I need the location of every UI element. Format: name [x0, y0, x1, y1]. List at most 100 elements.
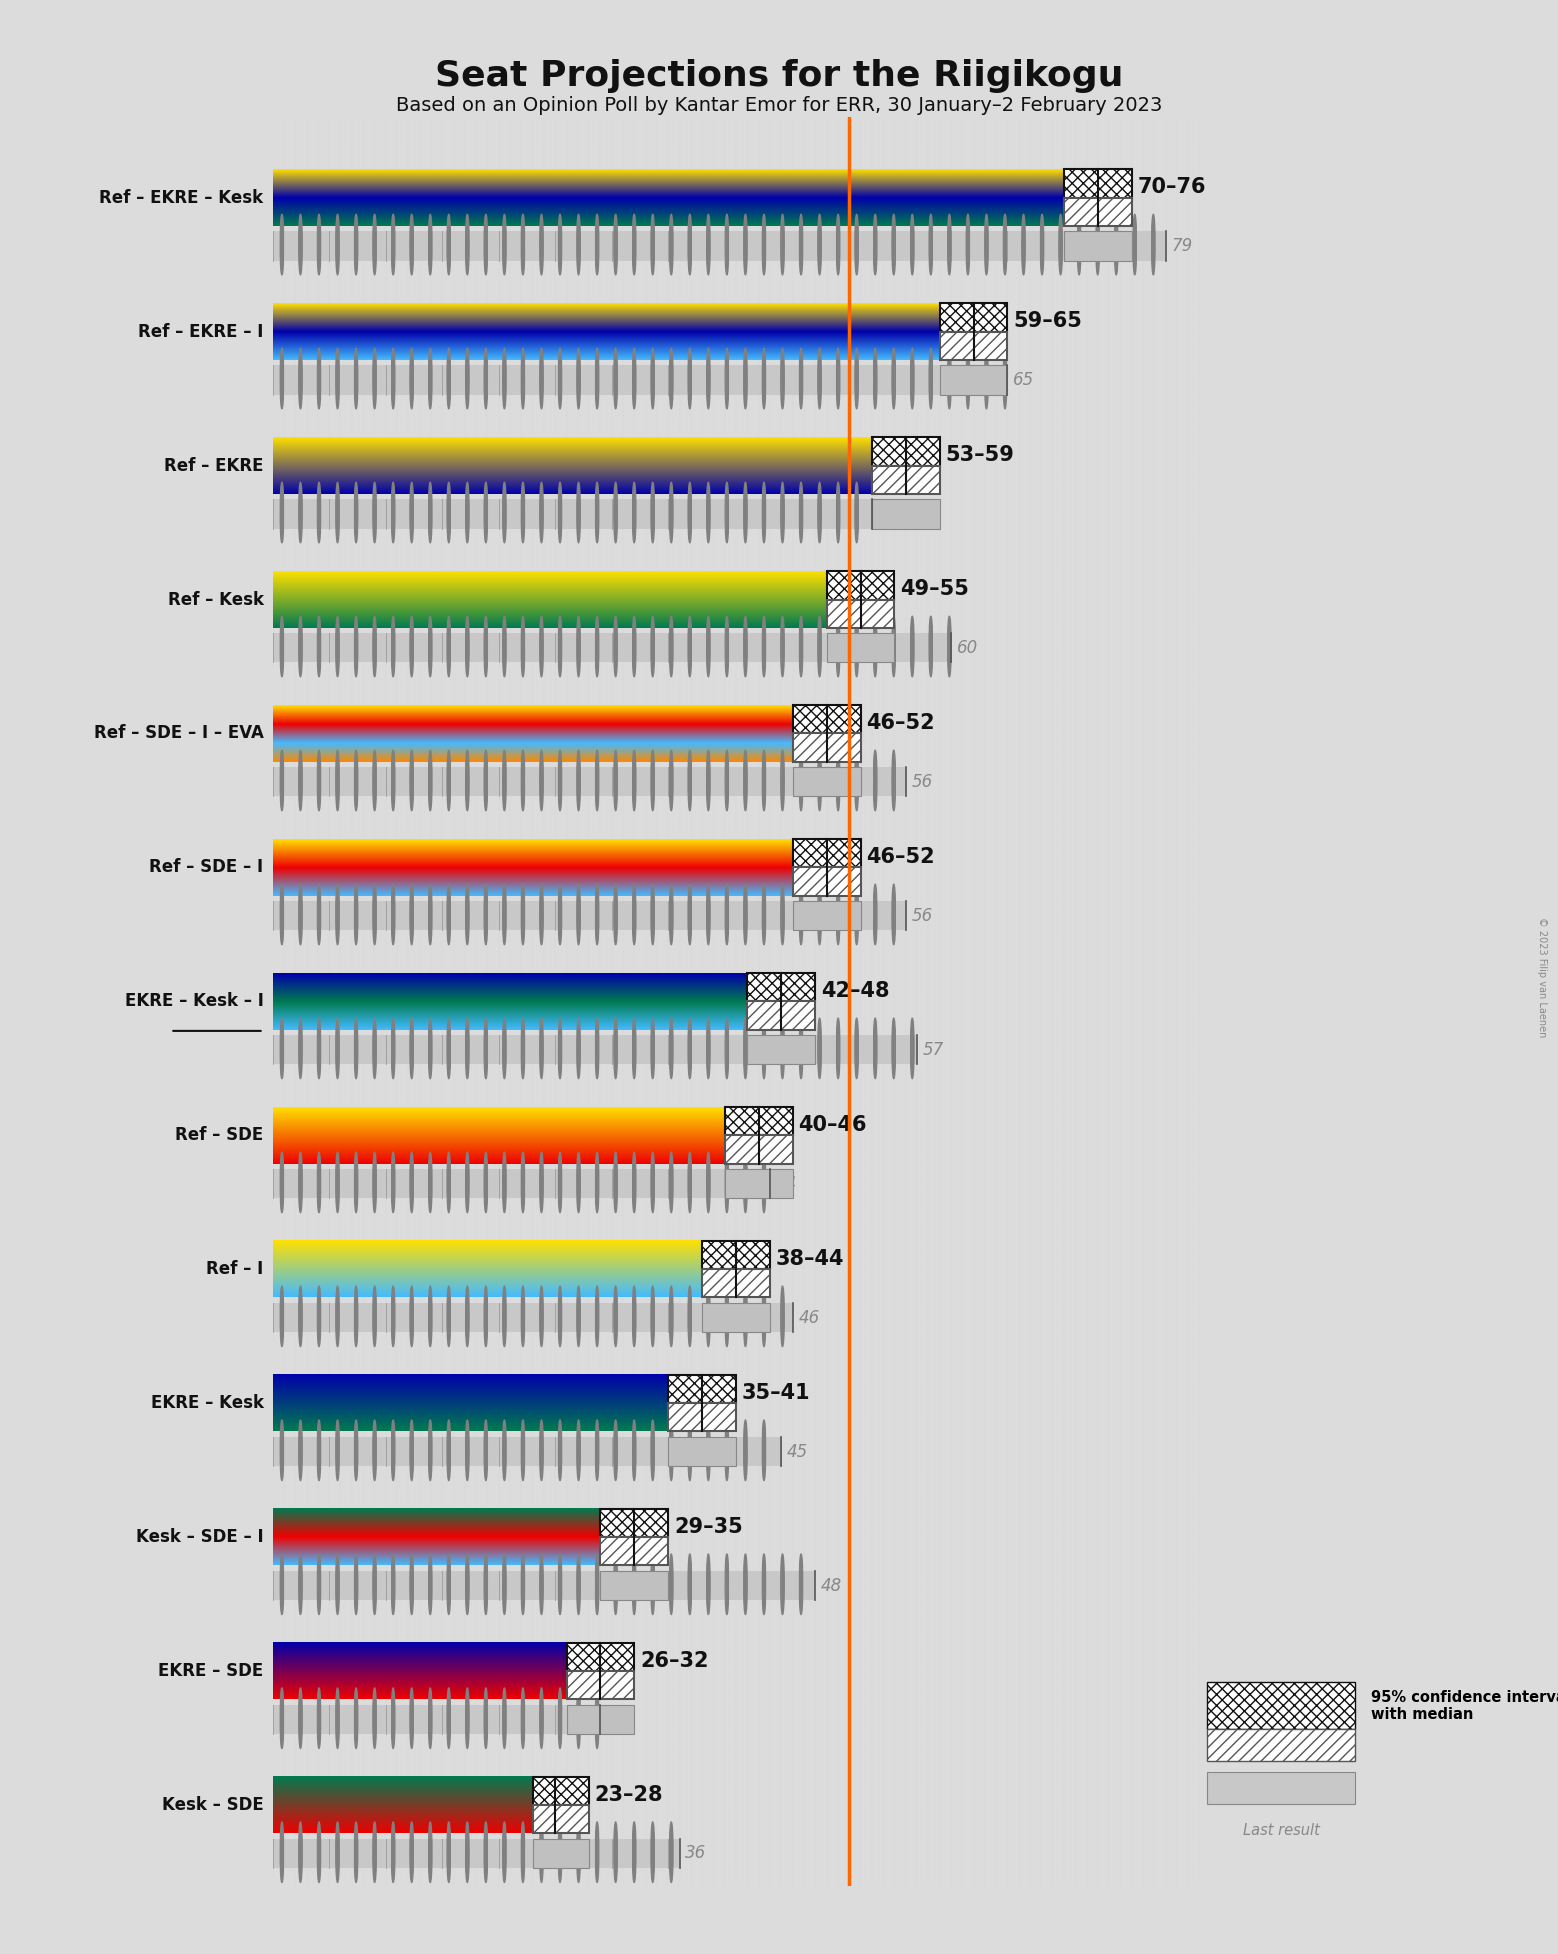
Circle shape — [485, 1563, 488, 1598]
Circle shape — [428, 1704, 432, 1739]
Circle shape — [670, 901, 673, 936]
Circle shape — [558, 1036, 561, 1071]
Circle shape — [318, 215, 321, 250]
Bar — [872, 465, 939, 494]
Circle shape — [558, 358, 561, 393]
Circle shape — [299, 1446, 302, 1481]
Circle shape — [355, 483, 358, 518]
Circle shape — [595, 240, 598, 276]
Circle shape — [355, 1553, 358, 1589]
Circle shape — [522, 483, 525, 518]
Circle shape — [855, 373, 858, 408]
Circle shape — [576, 1436, 580, 1471]
Circle shape — [614, 893, 617, 928]
Circle shape — [299, 1704, 302, 1739]
Circle shape — [372, 365, 375, 401]
Circle shape — [318, 1168, 321, 1204]
Circle shape — [558, 1579, 561, 1614]
Circle shape — [1114, 240, 1117, 276]
Circle shape — [541, 231, 544, 266]
Circle shape — [837, 885, 840, 920]
Circle shape — [855, 885, 858, 920]
Circle shape — [485, 1704, 488, 1739]
Circle shape — [762, 768, 765, 803]
Circle shape — [318, 498, 321, 533]
Circle shape — [670, 1018, 673, 1053]
Circle shape — [576, 223, 580, 258]
Circle shape — [762, 231, 765, 266]
Circle shape — [391, 1553, 394, 1589]
Circle shape — [874, 1043, 877, 1079]
Circle shape — [1059, 215, 1063, 250]
Circle shape — [670, 490, 673, 526]
Circle shape — [595, 1161, 598, 1196]
Circle shape — [466, 758, 469, 793]
Circle shape — [355, 1178, 358, 1213]
Circle shape — [576, 508, 580, 543]
Circle shape — [855, 625, 858, 660]
Circle shape — [670, 776, 673, 811]
Circle shape — [558, 1563, 561, 1598]
Circle shape — [985, 231, 988, 266]
Circle shape — [503, 1847, 506, 1882]
Circle shape — [541, 1168, 544, 1204]
Circle shape — [466, 508, 469, 543]
Circle shape — [391, 1428, 394, 1464]
Circle shape — [614, 1153, 617, 1188]
Circle shape — [466, 1428, 469, 1464]
Circle shape — [318, 893, 321, 928]
Circle shape — [410, 215, 413, 250]
Circle shape — [558, 633, 561, 668]
Circle shape — [651, 1436, 654, 1471]
Circle shape — [837, 625, 840, 660]
Circle shape — [1114, 231, 1117, 266]
Circle shape — [651, 348, 654, 383]
Circle shape — [466, 750, 469, 786]
Circle shape — [781, 1286, 784, 1321]
Circle shape — [595, 231, 598, 266]
Circle shape — [391, 1303, 394, 1338]
Circle shape — [503, 1563, 506, 1598]
Circle shape — [576, 483, 580, 518]
Circle shape — [541, 240, 544, 276]
Circle shape — [985, 240, 988, 276]
Circle shape — [372, 1446, 375, 1481]
Circle shape — [576, 498, 580, 533]
Circle shape — [337, 1714, 340, 1749]
Circle shape — [337, 1579, 340, 1614]
Circle shape — [485, 633, 488, 668]
Circle shape — [466, 1563, 469, 1598]
Circle shape — [874, 758, 877, 793]
Text: 42–48: 42–48 — [821, 981, 890, 1000]
Circle shape — [541, 768, 544, 803]
Circle shape — [355, 1714, 358, 1749]
Circle shape — [893, 776, 896, 811]
Circle shape — [743, 885, 746, 920]
Circle shape — [522, 1428, 525, 1464]
Circle shape — [818, 1026, 821, 1061]
Circle shape — [541, 1563, 544, 1598]
Circle shape — [466, 1847, 469, 1882]
Circle shape — [799, 641, 802, 676]
Circle shape — [541, 1026, 544, 1061]
Circle shape — [299, 1286, 302, 1321]
Circle shape — [466, 490, 469, 526]
Bar — [600, 1508, 668, 1538]
Circle shape — [726, 215, 729, 250]
Circle shape — [558, 616, 561, 651]
Circle shape — [707, 750, 710, 786]
Circle shape — [689, 348, 692, 383]
Circle shape — [485, 373, 488, 408]
Circle shape — [280, 625, 284, 660]
Circle shape — [855, 223, 858, 258]
Circle shape — [874, 633, 877, 668]
Circle shape — [614, 758, 617, 793]
Circle shape — [522, 215, 525, 250]
Text: Seat Projections for the Riigikogu: Seat Projections for the Riigikogu — [435, 59, 1123, 92]
Circle shape — [818, 633, 821, 668]
Circle shape — [485, 348, 488, 383]
Circle shape — [410, 1696, 413, 1731]
Circle shape — [410, 231, 413, 266]
Circle shape — [428, 1579, 432, 1614]
Circle shape — [595, 1178, 598, 1213]
